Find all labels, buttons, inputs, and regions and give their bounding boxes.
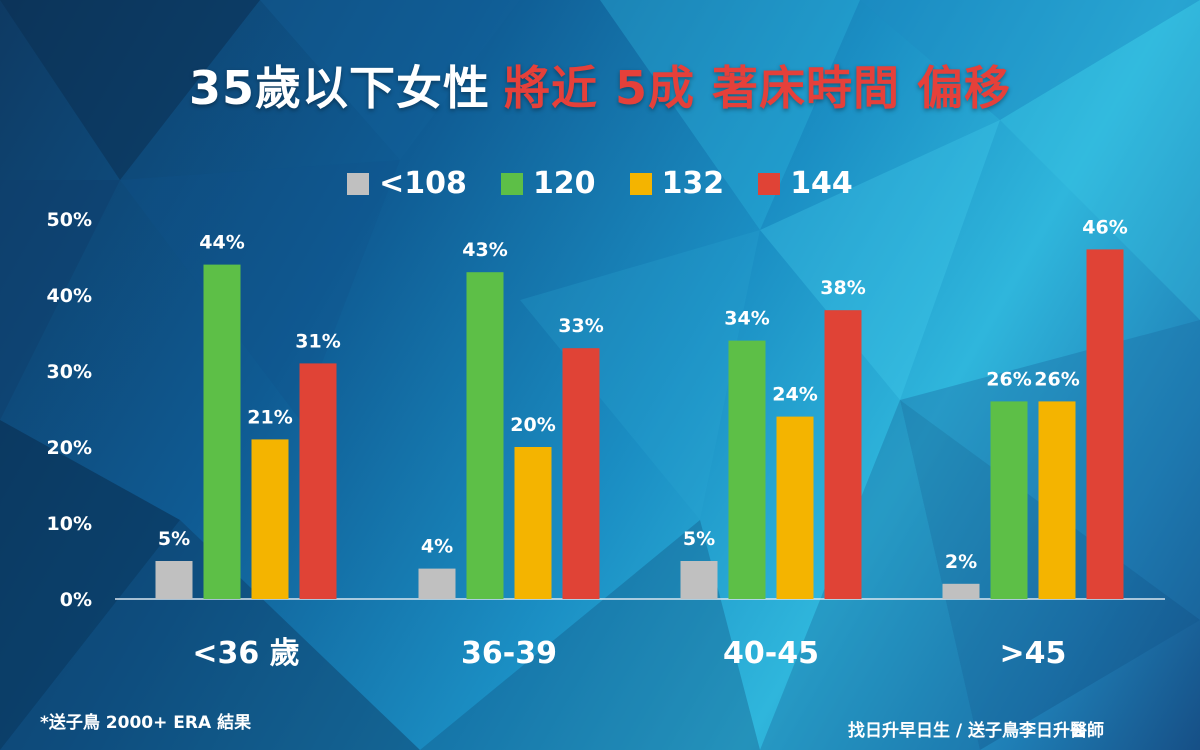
data-label: 44% <box>199 232 244 254</box>
legend-label: 120 <box>532 166 596 201</box>
x-tick-label: 40-45 <box>723 636 819 671</box>
credit: 找日升早日生 / 送子鳥李日升醫師 <box>847 721 1104 741</box>
x-tick-label: 36-39 <box>461 636 557 671</box>
data-label: 38% <box>820 277 865 299</box>
chart-title: 35歲以下女性 將近 5成 著床時間 偏移 <box>0 52 1200 118</box>
data-label: 43% <box>462 239 507 261</box>
x-tick-label: >45 <box>1000 636 1067 671</box>
data-label: 26% <box>986 368 1031 390</box>
bar <box>251 439 289 599</box>
data-label: 5% <box>683 528 715 550</box>
bar <box>1038 401 1076 599</box>
y-tick-label: 10% <box>47 513 92 535</box>
data-label: 33% <box>558 315 603 337</box>
legend-item: 120 <box>500 166 596 201</box>
bar <box>1086 249 1124 599</box>
data-label: 4% <box>421 536 453 558</box>
legend-swatch <box>758 172 781 195</box>
data-label: 46% <box>1082 216 1127 238</box>
legend-item: <108 <box>347 166 467 201</box>
y-tick-label: 50% <box>47 209 92 231</box>
data-label: 31% <box>295 330 340 352</box>
legend-label: 144 <box>790 166 853 201</box>
data-label: 26% <box>1034 368 1079 390</box>
legend-item: 132 <box>629 166 725 201</box>
data-label: 2% <box>945 551 977 573</box>
data-label: 24% <box>772 384 817 406</box>
y-tick-label: 20% <box>47 437 92 459</box>
y-tick-label: 0% <box>60 589 92 611</box>
data-label: 34% <box>724 308 769 330</box>
y-tick-label: 30% <box>47 361 92 383</box>
legend: <108 120 132 144 <box>0 166 1200 201</box>
bar <box>990 401 1028 599</box>
bar <box>680 561 718 599</box>
title-part-white: 35歲以下女性 <box>188 61 490 115</box>
data-label: 5% <box>158 528 190 550</box>
bar <box>155 561 193 599</box>
bar <box>728 340 766 599</box>
bar <box>776 416 814 599</box>
bar <box>466 272 504 599</box>
legend-label: 132 <box>661 166 725 201</box>
bar <box>562 348 600 599</box>
legend-label: <108 <box>379 166 467 201</box>
bar <box>824 310 862 599</box>
footnote: *送子鳥 2000+ ERA 結果 <box>40 713 252 733</box>
legend-swatch <box>629 172 652 195</box>
y-tick-label: 40% <box>47 285 92 307</box>
bar <box>514 447 552 599</box>
title-part-red: 將近 5成 著床時間 偏移 <box>503 61 1012 115</box>
bar <box>203 264 241 599</box>
legend-swatch <box>500 172 523 195</box>
legend-item: 144 <box>758 166 853 201</box>
bar <box>418 568 456 599</box>
data-label: 21% <box>247 406 292 428</box>
bar <box>299 363 337 599</box>
x-tick-label: <36 歲 <box>192 636 299 671</box>
data-label: 20% <box>510 414 555 436</box>
bar <box>942 583 980 599</box>
legend-swatch <box>347 172 370 195</box>
